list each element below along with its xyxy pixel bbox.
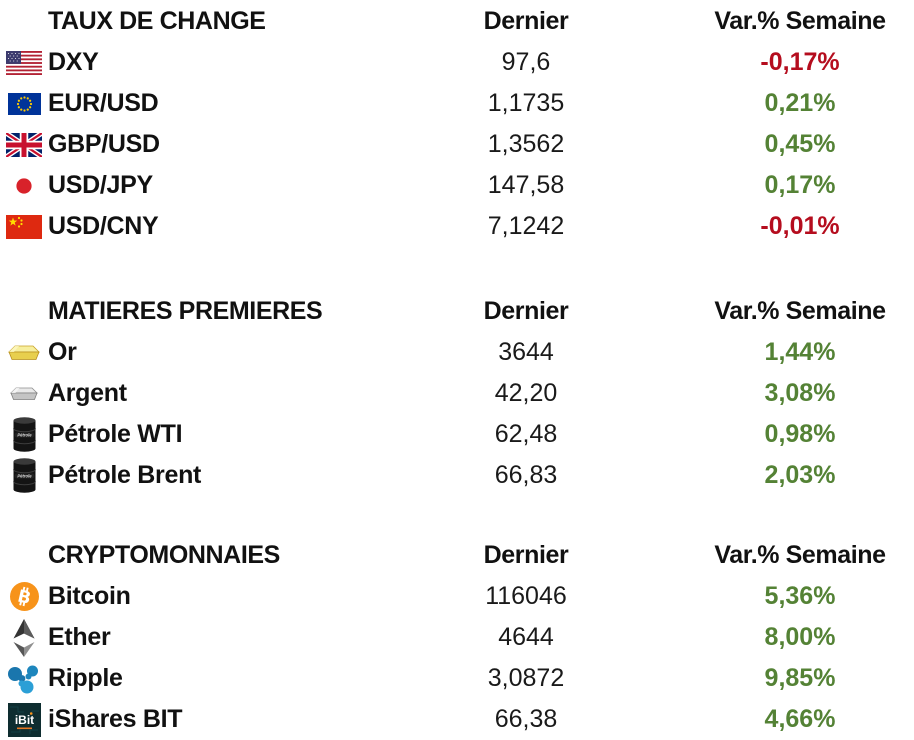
change-value: 9,85% (764, 664, 836, 692)
asset-label: Ether (48, 623, 111, 651)
last-value: 66,83 (494, 461, 558, 489)
asset-label: iShares BIT (48, 705, 183, 733)
svg-text:iBit: iBit (14, 713, 33, 727)
silver-bar-icon (0, 385, 48, 403)
change-value: -0,01% (760, 212, 840, 240)
ripple-icon (0, 664, 48, 694)
us-flag-icon (0, 50, 48, 75)
section-cryptocurrencies: CRYPTOMONNAIES Dernier Var.% Semaine B B… (0, 534, 914, 740)
column-header-last: Dernier (483, 540, 569, 569)
section-header-row: CRYPTOMONNAIES Dernier Var.% Semaine (0, 534, 914, 576)
svg-text:Pétrole: Pétrole (17, 432, 32, 437)
table-row-usdjpy: USD/JPY 147,58 0,17% (0, 165, 914, 206)
table-row-usdcny: USD/CNY 7,1242 -0,01% (0, 206, 914, 247)
column-header-change: Var.% Semaine (714, 296, 886, 325)
last-value: 66,38 (494, 705, 558, 733)
table-row-wti: Pétrole Pétrole WTI 62,48 0,98% (0, 414, 914, 455)
bitcoin-icon: B (0, 581, 48, 612)
last-value: 1,3562 (487, 130, 565, 158)
asset-label: USD/JPY (48, 171, 153, 199)
uk-flag-icon (0, 132, 48, 157)
section-title: MATIERES PREMIERES (48, 296, 323, 325)
asset-label: USD/CNY (48, 212, 159, 240)
table-row-gold: Or 3644 1,44% (0, 332, 914, 373)
gold-bar-icon (0, 343, 48, 363)
asset-label: EUR/USD (48, 89, 159, 117)
change-value: 0,21% (764, 89, 836, 117)
last-value: 42,20 (494, 379, 558, 407)
column-header-last: Dernier (483, 296, 569, 325)
asset-label: Ripple (48, 664, 123, 692)
last-value: 1,1735 (487, 89, 565, 117)
asset-label: Pétrole Brent (48, 461, 202, 489)
ethereum-icon (0, 618, 48, 658)
ishares-bit-icon: iBit (0, 702, 48, 737)
japan-flag-icon (0, 173, 48, 198)
change-value: 8,00% (764, 623, 836, 651)
change-value: 1,44% (764, 338, 836, 366)
last-value: 3644 (498, 338, 554, 366)
china-flag-icon (0, 214, 48, 239)
table-row-ishares-bit: iBit iShares BIT 66,38 4,66% (0, 699, 914, 740)
table-row-eurusd: EUR/USD 1,1735 0,21% (0, 83, 914, 124)
section-commodities: MATIERES PREMIERES Dernier Var.% Semaine… (0, 290, 914, 496)
column-header-change: Var.% Semaine (714, 6, 886, 35)
last-value: 4644 (498, 623, 554, 651)
last-value: 62,48 (494, 420, 558, 448)
svg-text:Pétrole: Pétrole (17, 473, 32, 478)
change-value: -0,17% (760, 48, 840, 76)
last-value: 147,58 (487, 171, 565, 199)
table-row-gbpusd: GBP/USD 1,3562 0,45% (0, 124, 914, 165)
eu-flag-icon (0, 92, 48, 115)
last-value: 3,0872 (487, 664, 565, 692)
asset-label: Bitcoin (48, 582, 131, 610)
change-value: 0,17% (764, 171, 836, 199)
table-row-brent: Pétrole Pétrole Brent 66,83 2,03% (0, 455, 914, 496)
last-value: 116046 (485, 582, 567, 610)
table-row-bitcoin: B Bitcoin 116046 5,36% (0, 576, 914, 617)
table-row-ripple: Ripple 3,0872 9,85% (0, 658, 914, 699)
asset-label: GBP/USD (48, 130, 160, 158)
oil-barrel-icon: Pétrole (0, 416, 48, 453)
change-value: 0,98% (764, 420, 836, 448)
asset-label: DXY (48, 48, 99, 76)
table-row-ether: Ether 4644 8,00% (0, 617, 914, 658)
change-value: 3,08% (764, 379, 836, 407)
asset-label: Pétrole WTI (48, 420, 183, 448)
asset-label: Argent (48, 379, 127, 407)
change-value: 5,36% (764, 582, 836, 610)
table-row-silver: Argent 42,20 3,08% (0, 373, 914, 414)
change-value: 0,45% (764, 130, 836, 158)
last-value: 7,1242 (487, 212, 565, 240)
section-exchange-rates: TAUX DE CHANGE Dernier Var.% Semaine (0, 0, 914, 247)
section-title: CRYPTOMONNAIES (48, 540, 280, 569)
column-header-last: Dernier (483, 6, 569, 35)
oil-barrel-icon: Pétrole (0, 457, 48, 494)
section-title: TAUX DE CHANGE (48, 6, 266, 35)
asset-label: Or (48, 338, 77, 366)
section-header-row: MATIERES PREMIERES Dernier Var.% Semaine (0, 290, 914, 332)
change-value: 2,03% (764, 461, 836, 489)
last-value: 97,6 (501, 48, 551, 76)
table-row-dxy: DXY 97,6 -0,17% (0, 42, 914, 83)
change-value: 4,66% (764, 705, 836, 733)
column-header-change: Var.% Semaine (714, 540, 886, 569)
section-header-row: TAUX DE CHANGE Dernier Var.% Semaine (0, 0, 914, 42)
